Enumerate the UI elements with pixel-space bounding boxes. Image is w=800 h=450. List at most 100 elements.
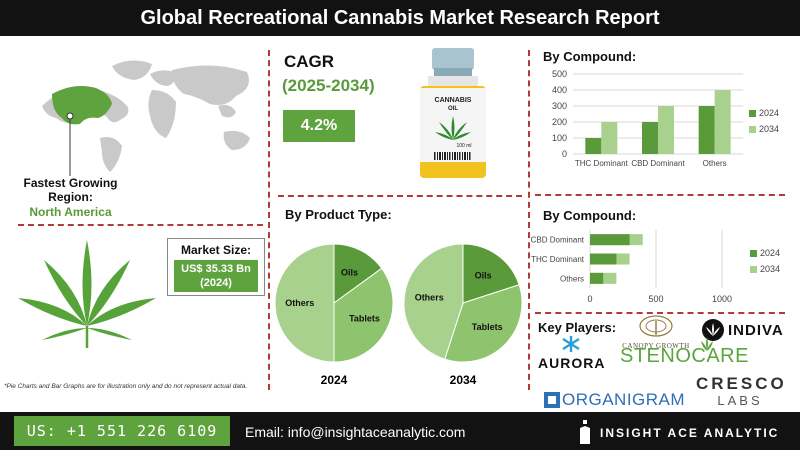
chart4-bar-2024 — [590, 272, 604, 284]
insight-ace-logo-icon — [580, 420, 590, 444]
chart1-x-tick: THC Dominant — [575, 159, 629, 168]
chart1-y-tick: 300 — [552, 101, 567, 111]
chart4-x-tick: 0 — [587, 294, 592, 304]
organigram-text: ORGANIGRAM — [562, 390, 686, 409]
indiva-leaf-icon — [702, 319, 724, 341]
chart1-legend-label: 2024 — [759, 108, 779, 118]
footnote: *Pie Charts and Bar Graphs are for illus… — [4, 383, 248, 390]
pie-slice-oils — [333, 243, 383, 304]
chart1-legend-swatch — [749, 126, 756, 133]
divider-left-h — [18, 224, 263, 226]
stenocare-leaf-icon — [700, 337, 713, 351]
fastest-region-value: North America — [29, 205, 112, 219]
pie-label-others: Others — [415, 293, 444, 303]
pie-2034-label: 2034 — [449, 373, 477, 387]
chart4-y-tick: CBD Dominant — [531, 236, 585, 245]
divider-right — [528, 50, 530, 390]
pie-slice-oils — [462, 243, 520, 304]
market-size-value-box: US$ 35.33 Bn (2024) — [174, 260, 258, 292]
canopy-growth-logo: CANOPY GROWTH — [620, 315, 692, 350]
chart1-y-tick: 500 — [552, 69, 567, 79]
aurora-text: AURORA — [538, 355, 606, 371]
organigram-logo: ORGANIGRAM — [544, 390, 685, 410]
stenocare-text: STENOCARE — [620, 345, 749, 367]
cresco-text: CRESCO — [696, 374, 787, 393]
key-players-label: Key Players: — [538, 320, 617, 335]
cannabis-leaf-image — [18, 240, 156, 348]
market-size-label: Market Size: — [180, 243, 252, 257]
chart1-bar-2024 — [642, 122, 658, 154]
report-title: Global Recreational Cannabis Market Rese… — [140, 6, 660, 29]
chart4-bar-2034 — [590, 272, 617, 284]
stenocare-logo: STENOCARE — [620, 337, 748, 368]
cagr-period: (2025-2034) — [282, 76, 375, 95]
chart4-bar-2024 — [590, 234, 630, 246]
chart1-legend-swatch — [749, 110, 756, 117]
cresco-labs-logo: CRESCO LABS — [696, 375, 784, 409]
chart4-bar-2024 — [590, 253, 617, 265]
pie-label-oils: Oils — [475, 270, 492, 280]
pie-label-oils: Oils — [341, 268, 358, 278]
chart2-title: By Product Type: — [285, 207, 392, 222]
chart1-bar-2024 — [585, 138, 602, 154]
compound-horizontal-bar-chart: 0 500 1000 CBD Dominant THC Dominant Others 20… — [531, 230, 780, 304]
pie-slice-others — [274, 243, 335, 363]
world-map — [42, 60, 250, 176]
divider-right-h-bottom — [535, 312, 785, 314]
market-size-year: (2024) — [200, 277, 232, 289]
cannabis-oil-vial-image: CANNABIS OIL 100 ml — [420, 48, 486, 178]
pie-label-others: Others — [285, 298, 314, 308]
chart1-y-tick: 100 — [552, 133, 567, 143]
chart4-title: By Compound: — [543, 208, 637, 223]
vial-volume: 100 ml — [456, 143, 471, 149]
pie-slice-tablets — [444, 284, 523, 363]
vial-brand: CANNABIS — [435, 97, 472, 104]
phone-number[interactable]: US: +1 551 226 6109 — [14, 416, 230, 446]
chart1-title: By Compound: — [543, 49, 637, 64]
vial-sub: OIL — [448, 106, 458, 112]
cagr-label: CAGR — [284, 52, 335, 71]
market-size-box: Market Size: US$ 35.33 Bn (2024) — [167, 238, 265, 296]
chart1-bar-2034 — [601, 122, 618, 154]
canopy-growth-text: CANOPY GROWTH — [622, 342, 690, 350]
chart1-bar-2024 — [698, 106, 715, 154]
chart4-y-tick: Others — [560, 274, 584, 283]
chart4-x-tick: 1000 — [712, 294, 732, 304]
aurora-logo: AURORA — [538, 336, 604, 371]
market-size-value: US$ 35.33 Bn — [181, 263, 251, 275]
chart1-y-tick: 400 — [552, 85, 567, 95]
fastest-region-label: Fastest Growing Region: — [23, 176, 118, 204]
chart4-legend-label: 2034 — [760, 264, 780, 274]
organigram-icon — [544, 392, 560, 408]
chart1-x-tick: CBD Dominant — [631, 159, 685, 168]
chart1-x-tick: Others — [703, 159, 727, 168]
pie-label-tablets: Tablets — [349, 314, 380, 324]
product-type-pie-charts: Oils Tablets Others Oils Tablets Others — [274, 243, 523, 363]
email-address[interactable]: Email: info@insightaceanalytic.com — [245, 424, 466, 440]
aurora-star-icon — [562, 336, 580, 352]
chart4-legend-swatch — [750, 250, 757, 257]
pie-label-tablets: Tablets — [472, 322, 503, 332]
indiva-logo: INDIVA — [701, 318, 784, 342]
report-title-bar: Global Recreational Cannabis Market Rese… — [0, 0, 800, 36]
chart1-bar-2034 — [658, 106, 674, 154]
pie-2024-label: 2024 — [320, 373, 348, 387]
chart1-legend-label: 2034 — [759, 124, 779, 134]
chart4-y-tick: THC Dominant — [531, 255, 585, 264]
divider-right-h-top — [535, 194, 785, 196]
chart1-y-tick: 0 — [562, 149, 567, 159]
labs-text: LABS — [717, 393, 763, 408]
chart4-x-tick: 500 — [648, 294, 663, 304]
pie-slice-others — [403, 243, 464, 360]
canopy-tree-icon — [639, 315, 673, 337]
indiva-text: INDIVA — [728, 321, 784, 339]
chart4-legend-swatch — [750, 266, 757, 273]
chart1-bar-2034 — [714, 90, 731, 154]
brand-name: INSIGHT ACE ANALYTIC — [600, 426, 780, 440]
divider-left — [268, 50, 270, 390]
chart1-y-tick: 200 — [552, 117, 567, 127]
pie-slice-tablets — [333, 267, 394, 363]
chart4-legend-label: 2024 — [760, 248, 780, 258]
compound-vertical-bar-chart: 0 100 200 300 400 500 THC Dominant CBD Dominant… — [552, 69, 779, 168]
cagr-value: 4.2% — [283, 110, 355, 142]
